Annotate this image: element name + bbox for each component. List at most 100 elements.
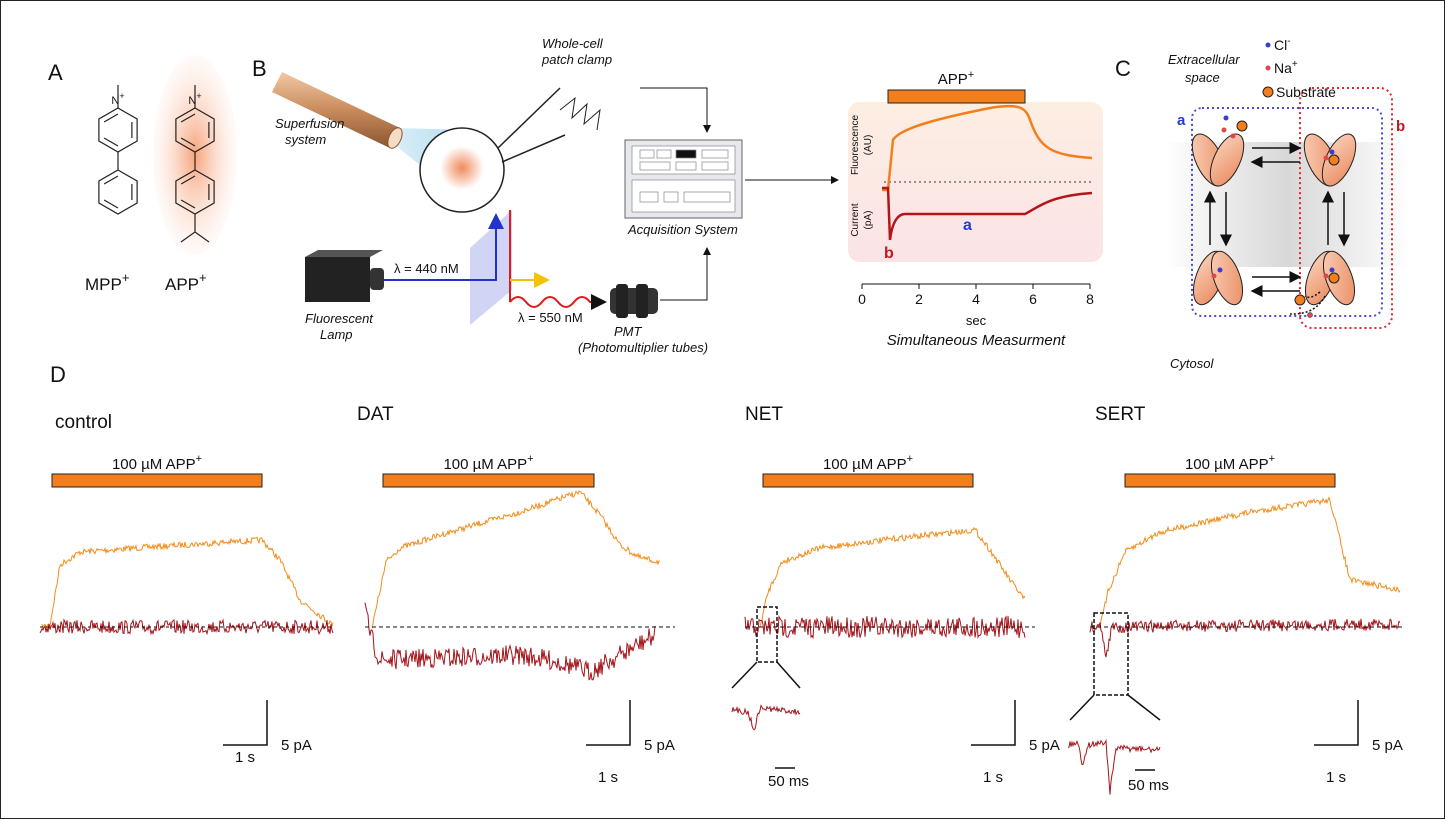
figure: A N+ N+ MPP+ APP+ B Whole-cell patch cla… bbox=[0, 0, 1445, 819]
sodium bbox=[1308, 313, 1313, 318]
bound-ion bbox=[1324, 156, 1329, 161]
label: Lamp bbox=[320, 327, 353, 342]
name: MPP bbox=[85, 275, 122, 294]
inset-trace bbox=[732, 706, 800, 730]
panel-b: B Whole-cell patch clamp Superfusion sys… bbox=[252, 36, 1103, 355]
zoom-line bbox=[732, 662, 757, 688]
trace-title: DAT bbox=[357, 404, 394, 425]
charge: + bbox=[907, 453, 913, 465]
label: system bbox=[285, 132, 326, 147]
pmt-icon bbox=[610, 284, 658, 318]
molecule-name: MPP+ bbox=[85, 270, 129, 294]
wavelength: λ = 550 nM bbox=[518, 310, 583, 325]
stimulus-bar bbox=[888, 90, 1025, 103]
bound-ion bbox=[1330, 150, 1335, 155]
scale-bar bbox=[1314, 700, 1358, 745]
scale-label: 1 s bbox=[983, 769, 1003, 786]
bound-ion bbox=[1330, 268, 1335, 273]
atom-charge: + bbox=[196, 91, 201, 101]
trace-title: control bbox=[55, 412, 112, 433]
fluorescence-trace bbox=[1100, 498, 1400, 629]
legend-dot bbox=[1266, 43, 1271, 48]
name: 100 µM APP bbox=[112, 456, 196, 473]
legend-dot bbox=[1266, 66, 1271, 71]
legend-label: Substrate bbox=[1276, 84, 1336, 100]
dichroic-mirror bbox=[470, 210, 512, 325]
atom-symbol: N bbox=[111, 95, 119, 107]
sodium bbox=[1231, 134, 1236, 139]
substrate bbox=[1295, 295, 1305, 305]
stimulus-bar bbox=[383, 474, 594, 487]
label: Extracellular bbox=[1168, 52, 1240, 67]
stimulus-label: 100 µM APP+ bbox=[823, 453, 913, 473]
tick-label: 4 bbox=[972, 291, 980, 307]
legend-dot bbox=[1263, 87, 1273, 97]
tick-label: 6 bbox=[1029, 291, 1037, 307]
cycle-label: a bbox=[1177, 112, 1186, 129]
charge: + bbox=[122, 270, 130, 285]
label: Whole-cell bbox=[542, 36, 604, 51]
scale-bar bbox=[586, 700, 630, 745]
name: 100 µM APP bbox=[823, 456, 907, 473]
scale-label: 5 pA bbox=[644, 737, 675, 754]
panel-c: C Extracellular space Cl- Na+ Substrate … bbox=[1115, 36, 1410, 371]
emission-wave bbox=[510, 297, 605, 307]
scale-label: 5 pA bbox=[1372, 737, 1403, 754]
legend-label: Cl- bbox=[1274, 36, 1291, 53]
scale-label: 1 s bbox=[1326, 769, 1346, 786]
lamp-lens bbox=[370, 268, 384, 290]
ring-bond bbox=[104, 114, 132, 146]
label: Acquisition System bbox=[627, 222, 738, 237]
label: PMT bbox=[614, 324, 643, 339]
panel-a: A N+ N+ MPP+ APP+ bbox=[48, 55, 237, 294]
charge: + bbox=[196, 453, 202, 465]
axis-label: (AU) bbox=[863, 135, 874, 156]
axis-label: Fluorescence bbox=[850, 115, 861, 175]
stimulus-bar bbox=[1125, 474, 1335, 487]
scale-label: 50 ms bbox=[768, 773, 809, 790]
tick-label: 8 bbox=[1086, 291, 1094, 307]
pipette bbox=[498, 88, 565, 162]
zoom-box bbox=[757, 607, 777, 662]
substrate bbox=[1237, 121, 1247, 131]
bound-substrate bbox=[1329, 273, 1339, 283]
charge: + bbox=[199, 270, 207, 285]
phase-label: a bbox=[963, 217, 972, 234]
axis-label: (pA) bbox=[863, 211, 874, 230]
charge: - bbox=[1287, 36, 1290, 47]
lamp-top bbox=[305, 250, 383, 257]
bound-ion bbox=[1218, 268, 1223, 273]
zoom-line bbox=[1070, 695, 1094, 720]
scale-label: 1 s bbox=[235, 749, 255, 766]
trace-title: NET bbox=[745, 404, 783, 425]
stimulus-bar bbox=[763, 474, 973, 487]
panel-label: B bbox=[252, 56, 267, 81]
atom-charge: + bbox=[119, 91, 124, 101]
axis-label: Current bbox=[850, 203, 861, 237]
tick-label: 0 bbox=[858, 291, 866, 307]
arrow bbox=[660, 248, 707, 300]
bound-substrate bbox=[1329, 155, 1339, 165]
stimulus-label: 100 µM APP+ bbox=[112, 453, 202, 473]
chloride bbox=[1224, 116, 1229, 121]
panel-label: A bbox=[48, 60, 63, 85]
name: Cl bbox=[1274, 37, 1287, 53]
phase-label: b bbox=[884, 245, 894, 262]
atom-symbol: N bbox=[188, 95, 196, 107]
sodium bbox=[1222, 128, 1227, 133]
label: (Photomultiplier tubes) bbox=[578, 340, 708, 355]
name: 100 µM APP bbox=[1185, 456, 1269, 473]
name: APP bbox=[165, 275, 199, 294]
stimulus-label: 100 µM APP+ bbox=[443, 453, 533, 473]
charge: + bbox=[1269, 453, 1275, 465]
label: Fluorescent bbox=[305, 311, 374, 326]
stimulus-label: APP+ bbox=[938, 69, 974, 88]
resistor bbox=[560, 98, 600, 130]
axis-title: sec bbox=[966, 313, 987, 328]
cell-fluorescence bbox=[440, 146, 484, 190]
scale-label: 1 s bbox=[598, 769, 618, 786]
scale-bar bbox=[223, 700, 267, 745]
zoom-line bbox=[1128, 695, 1160, 720]
